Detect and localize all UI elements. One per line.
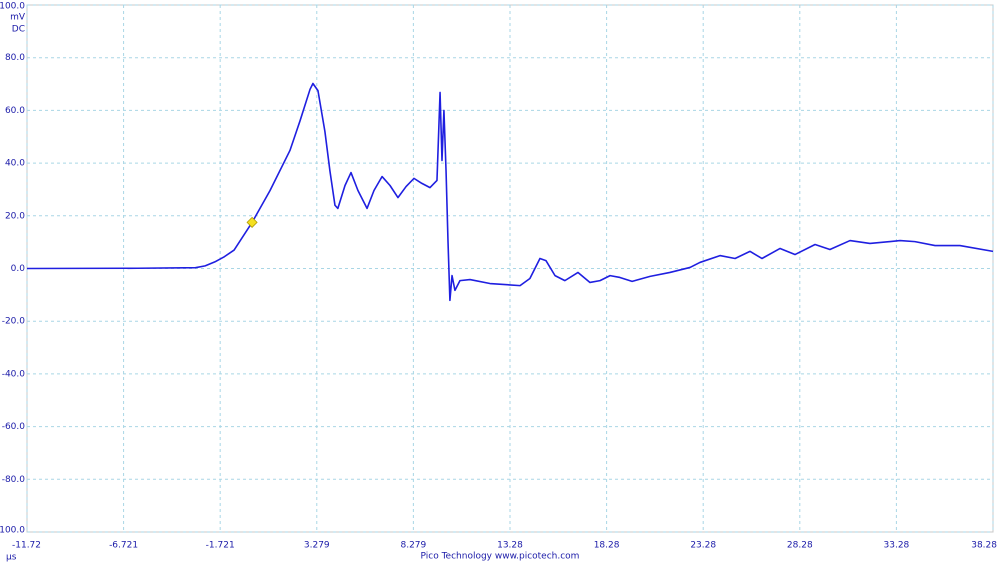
y-tick-label: 100.0	[0, 2, 25, 12]
y-tick-label: -60.0	[2, 422, 26, 432]
trace	[26, 82, 994, 302]
x-tick-label: 3.279	[304, 541, 330, 551]
x-unit: µs	[6, 553, 17, 563]
y-tick-label: 0.0	[11, 264, 26, 274]
footer: Pico Technology www.picotech.com	[421, 552, 580, 562]
y-tick-label: 80.0	[5, 53, 25, 63]
y-tick-label: 20.0	[5, 211, 25, 221]
x-tick-label: -11.72	[12, 541, 41, 551]
x-tick-label: -1.721	[206, 541, 235, 551]
y-tick-label: -100.0	[0, 526, 25, 536]
y-tick-label: -40.0	[2, 369, 26, 379]
y-tick-label: -80.0	[2, 475, 26, 485]
y-tick-label: 40.0	[5, 159, 25, 169]
x-tick-label: 13.28	[497, 541, 523, 551]
x-tick-label: 33.28	[884, 541, 910, 551]
trigger-marker	[246, 216, 258, 228]
y-tick-label: -20.0	[2, 317, 26, 327]
y-unit: mV	[10, 13, 26, 23]
x-tick-label: -6.721	[109, 541, 138, 551]
x-tick-label: 8.279	[400, 541, 426, 551]
x-tick-label: 18.28	[594, 541, 620, 551]
x-tick-label: 28.28	[787, 541, 813, 551]
y-tick-label: 60.0	[5, 106, 25, 116]
coupling: DC	[12, 25, 25, 35]
x-tick-label: 38.28	[971, 541, 997, 551]
x-tick-label: 23.28	[690, 541, 716, 551]
